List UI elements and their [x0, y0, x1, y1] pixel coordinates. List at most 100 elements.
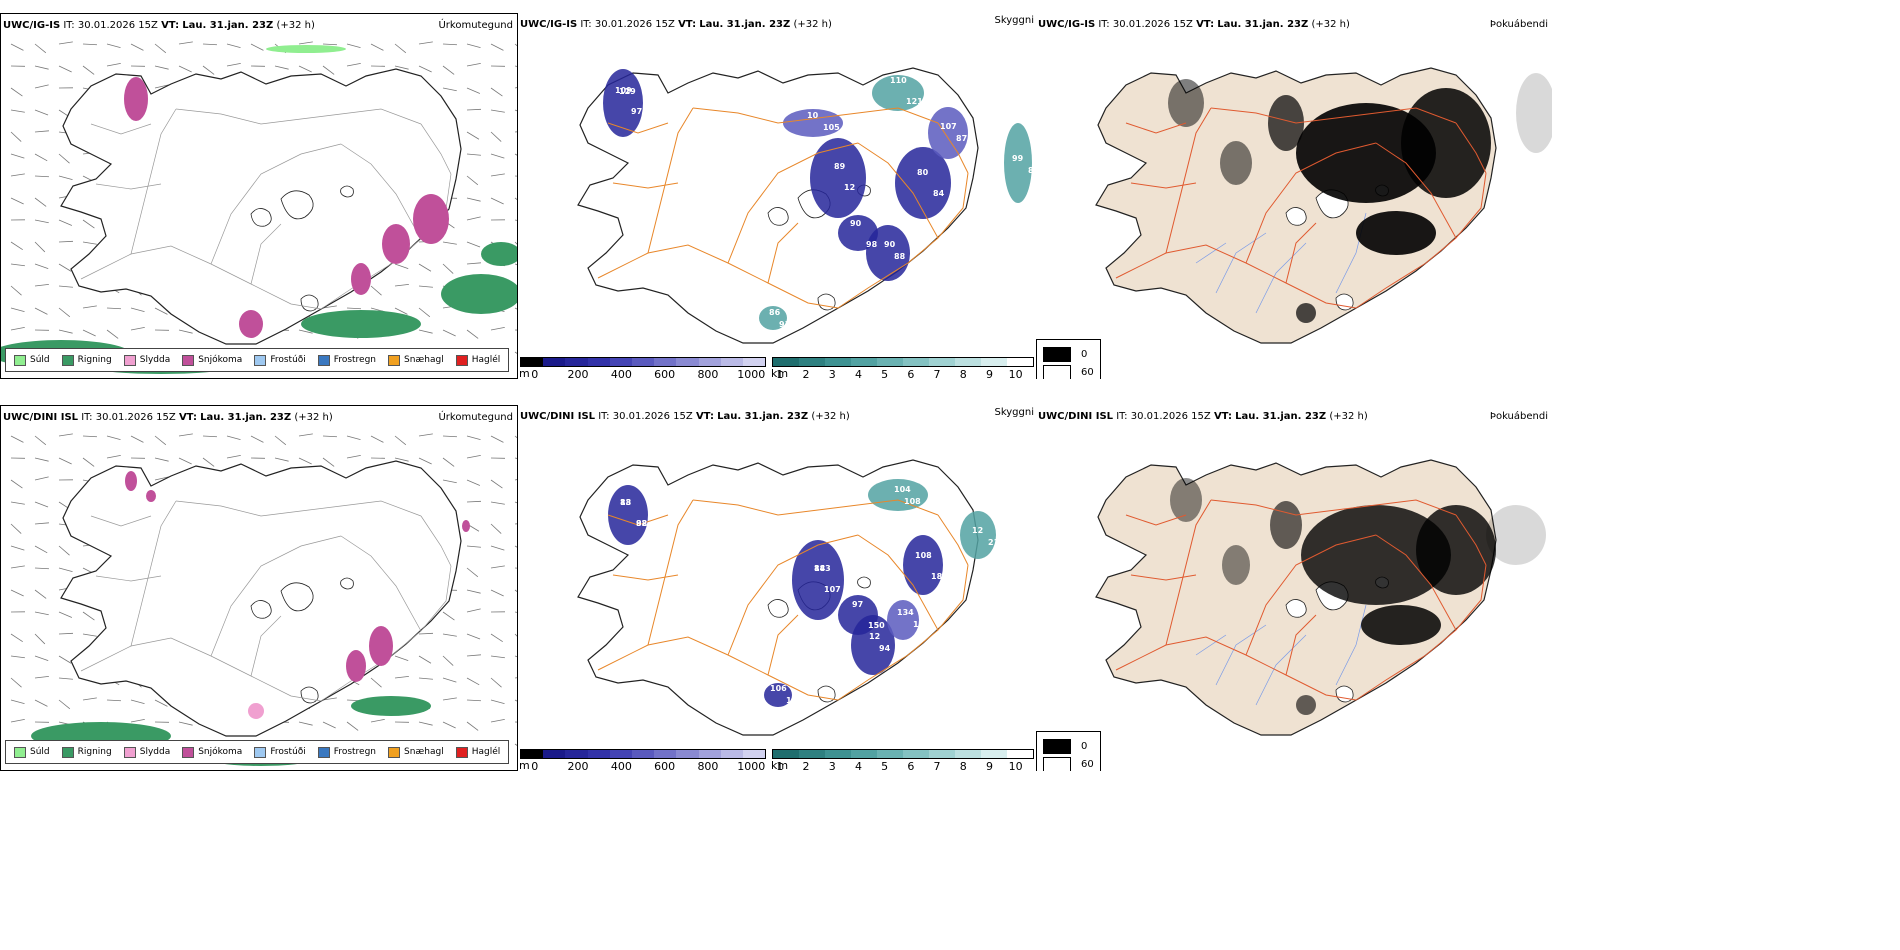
- fog-area: [1486, 505, 1546, 565]
- wind-barb: [490, 173, 505, 177]
- legend-swatch: [455, 354, 468, 366]
- colorbar-unit: km: [771, 759, 789, 771]
- wind-barb: [106, 329, 119, 339]
- wind-barb: [154, 435, 167, 446]
- wind-barb: [442, 241, 457, 245]
- legend-label: Frostregn: [333, 747, 377, 757]
- legend-item: Slydda: [123, 354, 170, 366]
- wind-barb: [130, 326, 145, 331]
- wind-barb: [10, 677, 22, 688]
- fog-legend-label: 0: [1081, 741, 1088, 752]
- wind-barb: [250, 435, 264, 443]
- fog-legend-swatch: [1043, 365, 1071, 379]
- wind-barb: [10, 153, 25, 159]
- colorbar-tick: 8: [959, 368, 967, 379]
- ceiling-label: 12: [869, 632, 880, 641]
- ceiling-label: 106: [770, 684, 787, 693]
- wind-barb: [418, 65, 432, 73]
- river: [1215, 232, 1267, 294]
- iceland-map: [60, 68, 462, 345]
- legend-label: Frostúði: [270, 747, 306, 757]
- wind-barb: [298, 433, 313, 437]
- fog-index-areas: [1170, 478, 1546, 715]
- visibility-map-bottom: 13 98 88 107 97 150 108 180 12 94 134 129 106 121 104 1…: [577, 459, 1005, 736]
- road: [250, 615, 282, 677]
- legend-item: Rigning: [61, 746, 112, 758]
- wind-barb: [346, 454, 361, 459]
- legend-swatch: [61, 746, 74, 758]
- wind-barb: [10, 589, 24, 597]
- panel-title-visibility: Skyggni: [994, 15, 1034, 26]
- wind-barb: [322, 435, 338, 438]
- legend-label: Snjókoma: [198, 355, 243, 365]
- wind-barb: [34, 435, 47, 446]
- wind-barb: [298, 721, 313, 726]
- colorbar-cell: [903, 750, 929, 758]
- wind-barb: [10, 43, 24, 51]
- snow-area: [351, 263, 371, 295]
- legend-label: Haglél: [471, 747, 501, 757]
- wind-barb: [34, 457, 49, 462]
- wind-barb: [418, 329, 433, 334]
- wind-barb: [346, 62, 361, 67]
- wind-barb: [418, 721, 433, 726]
- snow-area: [124, 77, 148, 121]
- colorbar-cell: [981, 750, 1007, 758]
- colorbar-cell: [799, 358, 825, 366]
- colorbar-tick: 1000: [737, 368, 766, 379]
- wind-barb: [58, 307, 71, 318]
- colorbar-tick: 1000: [737, 760, 766, 771]
- road: [95, 575, 162, 582]
- low-cloud-area: [868, 479, 928, 511]
- precip-map-top: [1, 41, 517, 374]
- fog-area: [1270, 501, 1302, 549]
- wind-barb: [10, 87, 23, 97]
- glacier-outline: [1285, 207, 1307, 226]
- rivers: [1195, 604, 1367, 706]
- ceiling-label: 88: [620, 498, 632, 507]
- wind-barb: [34, 476, 49, 481]
- colorbar-cell: [698, 358, 721, 366]
- wind-barb: [10, 565, 25, 569]
- panel-header: UWC/DINI ISL IT: 30.01.2026 15Z VT: Lau.…: [1038, 411, 1368, 422]
- wind-barb: [466, 654, 481, 657]
- wind-barb: [418, 41, 433, 45]
- wind-barb: [490, 43, 504, 51]
- wind-barb: [442, 633, 457, 637]
- legend-label: Haglél: [471, 355, 501, 365]
- road: [1130, 182, 1197, 189]
- road: [857, 534, 939, 631]
- colorbar-unit: m: [519, 367, 530, 379]
- sleet-area: [248, 703, 264, 719]
- wind-barb: [466, 216, 481, 221]
- legend-swatch: [182, 746, 195, 758]
- colorbar-m: m 0 200 400 600 800 1000: [519, 357, 766, 379]
- wind-barb: [346, 307, 362, 310]
- visibility-panel-top: 1099789128084909890881010510787869399841…: [518, 13, 1036, 379]
- legend-swatch: [14, 354, 26, 366]
- wind-barb: [418, 655, 432, 664]
- legend-swatch: [61, 354, 74, 366]
- legend-item: Súld: [14, 746, 50, 758]
- wind-barb: [34, 545, 48, 554]
- wind-barb: [58, 219, 73, 226]
- fog-area: [1170, 478, 1202, 522]
- wind-barb: [10, 501, 25, 505]
- wind-barb: [58, 65, 72, 73]
- road: [1375, 142, 1457, 239]
- wind-barb: [394, 457, 409, 462]
- wind-barb: [322, 697, 337, 701]
- wind-barb: [370, 718, 385, 723]
- wind-barb: [34, 522, 49, 525]
- road: [1455, 514, 1487, 566]
- ceiling-label: 134: [897, 608, 914, 617]
- ceiling-labels: 109 97 89 12 80 84 90 98 90 88 10 105 107 87 86 93 99 84 1…: [615, 76, 1036, 329]
- panel-header: UWC/IG-IS IT: 30.01.2026 15Z VT: Lau. 31…: [3, 20, 315, 31]
- road: [647, 107, 694, 254]
- road: [597, 564, 969, 701]
- road-network: [80, 500, 452, 702]
- colorbar-km: km 1 2 3 4 5 6 7 8 9 10: [771, 749, 1034, 771]
- wind-barb: [298, 65, 312, 73]
- wind-barb: [442, 655, 454, 666]
- low-cloud-area: [1004, 123, 1032, 203]
